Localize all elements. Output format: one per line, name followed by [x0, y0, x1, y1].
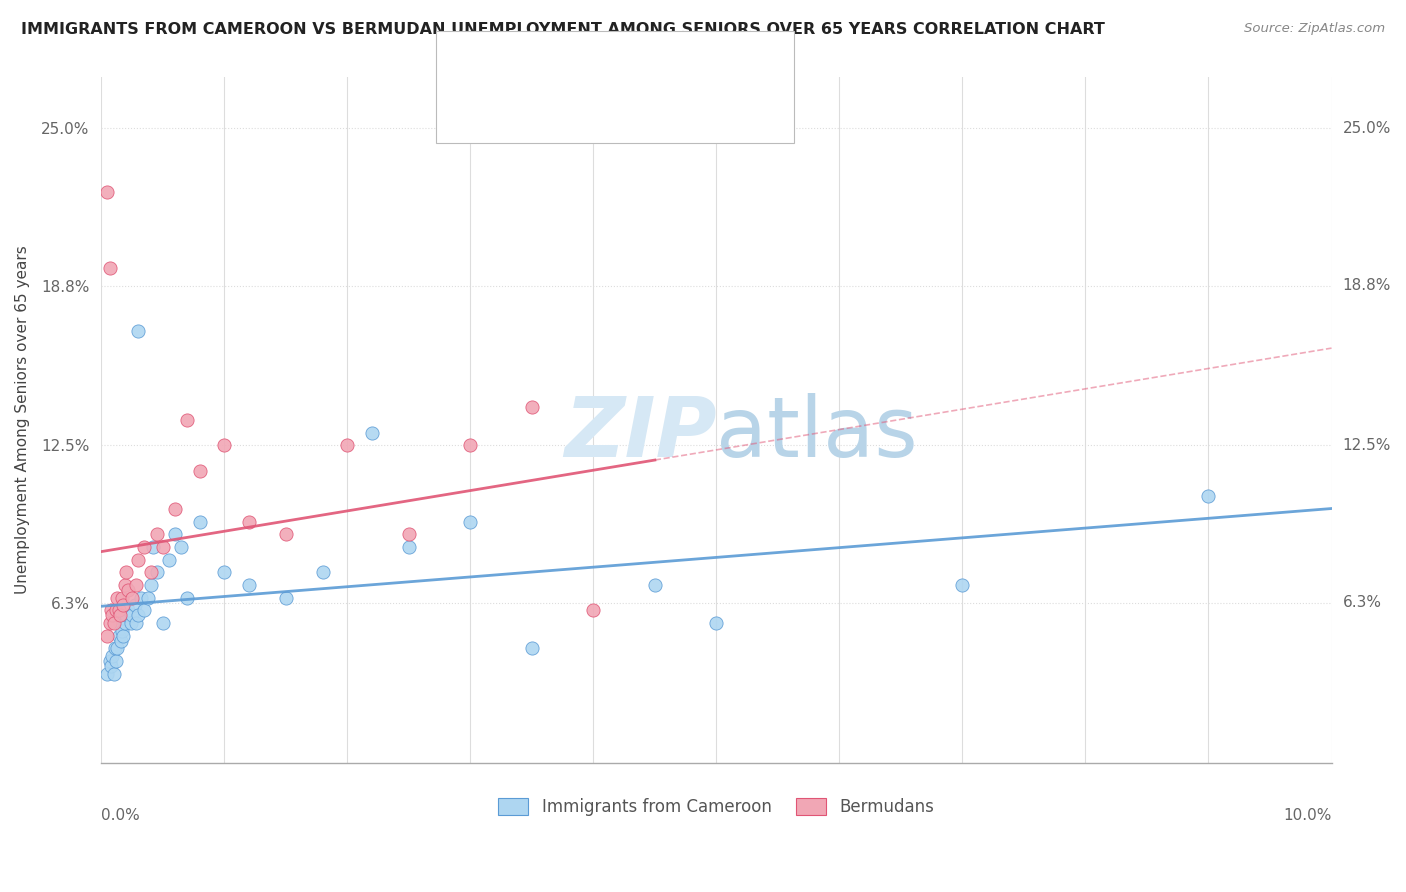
Point [139, 578, 162, 592]
Point [520, 641, 543, 656]
Point [460, 438, 482, 452]
Point [520, 401, 543, 415]
Point [142, 540, 165, 554]
Point [460, 515, 482, 529]
Point [108, 608, 131, 623]
Point [1198, 489, 1220, 503]
Point [114, 578, 136, 592]
Point [312, 566, 335, 580]
Point [101, 649, 124, 664]
Point [100, 603, 122, 617]
Point [111, 591, 134, 605]
Point [336, 438, 359, 452]
Text: 25.0%: 25.0% [1343, 120, 1391, 136]
Point [96, 629, 118, 643]
Text: 12.5%: 12.5% [1343, 438, 1391, 453]
Point [96, 185, 118, 199]
Text: R =  0.265    N =  32: R = 0.265 N = 32 [488, 104, 661, 119]
Point [107, 629, 129, 643]
Point [110, 633, 132, 648]
Point [136, 591, 159, 605]
Point [165, 502, 187, 516]
Point [107, 603, 129, 617]
Point [361, 425, 384, 440]
Point [127, 552, 149, 566]
Point [582, 603, 605, 617]
Point [98, 616, 121, 631]
Point [117, 603, 139, 617]
Point [952, 578, 974, 592]
Point [115, 566, 138, 580]
Point [112, 629, 135, 643]
Point [398, 527, 420, 541]
Text: 0.0%: 0.0% [101, 808, 141, 823]
Text: atlas: atlas [717, 393, 918, 475]
Point [125, 616, 148, 631]
Point [121, 591, 143, 605]
Point [105, 591, 128, 605]
Point [165, 527, 187, 541]
Text: 10.0%: 10.0% [1284, 808, 1331, 823]
Point [103, 616, 125, 631]
Point [105, 603, 128, 617]
Point [96, 666, 118, 681]
Point [188, 515, 211, 529]
Point [117, 583, 139, 598]
Legend: Immigrants from Cameroon, Bermudans: Immigrants from Cameroon, Bermudans [492, 791, 941, 823]
Point [127, 608, 149, 623]
Point [706, 616, 728, 631]
Point [188, 464, 211, 478]
Point [134, 603, 156, 617]
Point [111, 624, 134, 638]
Point [100, 659, 122, 673]
Point [104, 641, 127, 656]
Point [112, 599, 135, 613]
Point [238, 515, 260, 529]
Point [105, 641, 128, 656]
Text: IMMIGRANTS FROM CAMEROON VS BERMUDAN UNEMPLOYMENT AMONG SENIORS OVER 65 YEARS CO: IMMIGRANTS FROM CAMEROON VS BERMUDAN UNE… [21, 22, 1105, 37]
Point [103, 666, 125, 681]
Point [238, 578, 260, 592]
Text: R =  0.169    N =  45: R = 0.169 N = 45 [488, 58, 659, 72]
Point [115, 608, 138, 623]
Text: ZIP: ZIP [564, 393, 717, 475]
Text: 18.8%: 18.8% [1343, 278, 1391, 293]
Point [125, 578, 148, 592]
Point [274, 527, 297, 541]
Point [214, 566, 236, 580]
Point [121, 608, 143, 623]
Point [152, 616, 174, 631]
Point [127, 324, 149, 338]
Point [124, 599, 146, 613]
Point [176, 413, 198, 427]
Point [145, 527, 167, 541]
Point [114, 616, 136, 631]
Point [98, 654, 121, 668]
Point [120, 616, 142, 631]
Point [145, 566, 167, 580]
Point [129, 591, 152, 605]
Point [134, 540, 156, 554]
Point [98, 260, 121, 275]
Text: Source: ZipAtlas.com: Source: ZipAtlas.com [1244, 22, 1385, 36]
Y-axis label: Unemployment Among Seniors over 65 years: Unemployment Among Seniors over 65 years [15, 245, 30, 594]
Point [105, 654, 128, 668]
Point [214, 438, 236, 452]
Text: 6.3%: 6.3% [1343, 595, 1382, 610]
Point [101, 608, 124, 623]
Point [157, 552, 180, 566]
Point [644, 578, 666, 592]
Point [274, 591, 297, 605]
Point [398, 540, 420, 554]
Point [108, 616, 131, 631]
Point [176, 591, 198, 605]
Point [170, 540, 193, 554]
Point [152, 540, 174, 554]
Point [139, 566, 162, 580]
